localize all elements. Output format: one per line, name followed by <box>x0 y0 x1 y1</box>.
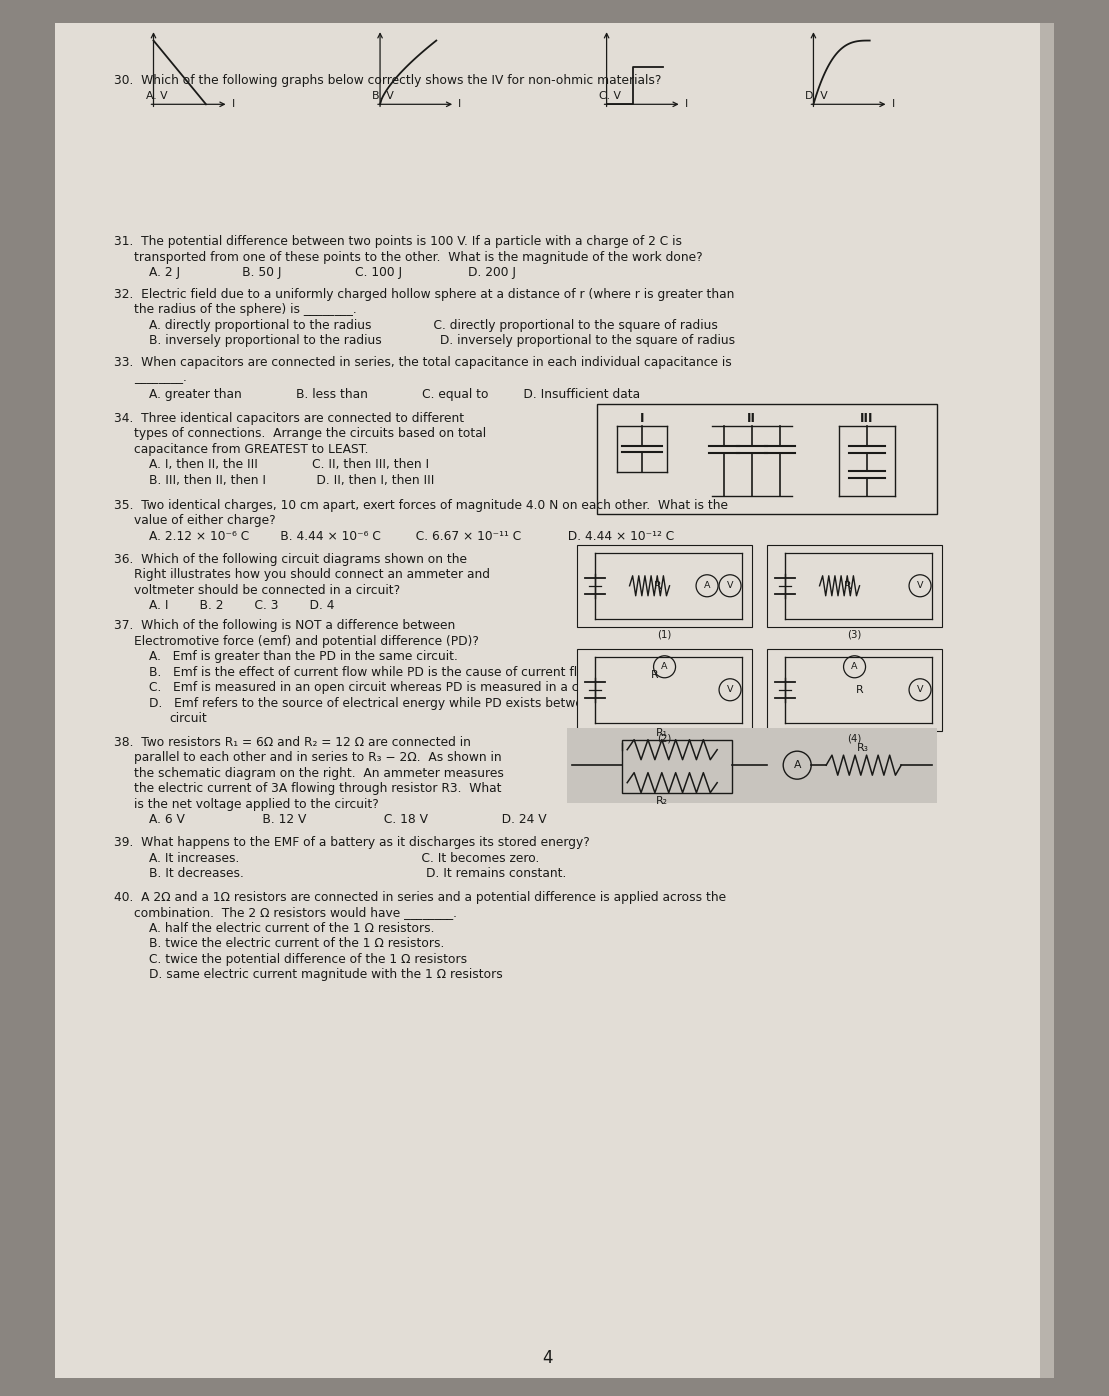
Text: B. inversely proportional to the radius               D. inversely proportional : B. inversely proportional to the radius … <box>149 334 735 348</box>
Text: R: R <box>653 581 661 591</box>
Text: the radius of the sphere) is ________.: the radius of the sphere) is ________. <box>134 303 357 317</box>
Text: transported from one of these points to the other.  What is the magnitude of the: transported from one of these points to … <box>134 250 703 264</box>
Text: V: V <box>726 685 733 694</box>
Bar <box>0 0 55 1396</box>
Text: R₂: R₂ <box>657 796 669 805</box>
Text: 34.  Three identical capacitors are connected to different: 34. Three identical capacitors are conne… <box>114 412 465 424</box>
Text: R: R <box>856 685 864 695</box>
Text: I: I <box>892 99 895 109</box>
Text: circuit: circuit <box>169 712 207 726</box>
Text: combination.  The 2 Ω resistors would have ________.: combination. The 2 Ω resistors would hav… <box>134 906 457 919</box>
Text: A. 6 V                    B. 12 V                    C. 18 V                   D: A. 6 V B. 12 V C. 18 V D <box>149 814 547 826</box>
Text: A.   Emf is greater than the PD in the same circuit.: A. Emf is greater than the PD in the sam… <box>149 651 458 663</box>
Text: A. I, then II, the III              C. II, then III, then I: A. I, then II, the III C. II, then III, … <box>149 458 429 472</box>
Text: R₃: R₃ <box>857 743 869 754</box>
Text: D.   Emf refers to the source of electrical energy while PD exists between any p: D. Emf refers to the source of electrica… <box>149 697 705 711</box>
Text: R₁: R₁ <box>657 727 668 737</box>
Text: V: V <box>917 685 924 694</box>
Text: C. V: C. V <box>599 91 621 102</box>
Text: Electromotive force (emf) and potential difference (PD)?: Electromotive force (emf) and potential … <box>134 635 479 648</box>
Text: A. 2.12 × 10⁻⁶ C        B. 4.44 × 10⁻⁶ C         C. 6.67 × 10⁻¹¹ C            D.: A. 2.12 × 10⁻⁶ C B. 4.44 × 10⁻⁶ C C. 6.6… <box>149 529 674 543</box>
Text: 35.  Two identical charges, 10 cm apart, exert forces of magnitude 4.0 N on each: 35. Two identical charges, 10 cm apart, … <box>114 498 729 511</box>
Text: Right illustrates how you should connect an ammeter and: Right illustrates how you should connect… <box>134 568 490 581</box>
Text: D. V: D. V <box>805 91 828 102</box>
Text: 30.  Which of the following graphs below correctly shows the IV for non-ohmic ma: 30. Which of the following graphs below … <box>114 74 661 88</box>
Text: D. same electric current magnitude with the 1 Ω resistors: D. same electric current magnitude with … <box>149 969 502 981</box>
Text: the schematic diagram on the right.  An ammeter measures: the schematic diagram on the right. An a… <box>134 766 503 780</box>
Text: B. V: B. V <box>372 91 394 102</box>
Text: A. 2 J                B. 50 J                   C. 100 J                 D. 200 : A. 2 J B. 50 J C. 100 J D. 200 <box>149 267 516 279</box>
Text: R: R <box>651 670 659 680</box>
Text: 32.  Electric field due to a uniformly charged hollow sphere at a distance of r : 32. Electric field due to a uniformly ch… <box>114 288 734 300</box>
Text: (2): (2) <box>658 734 672 744</box>
Text: A: A <box>793 761 801 771</box>
Text: 38.  Two resistors R₁ = 6Ω and R₂ = 12 Ω are connected in: 38. Two resistors R₁ = 6Ω and R₂ = 12 Ω … <box>114 736 471 748</box>
Text: 37.  Which of the following is NOT a difference between: 37. Which of the following is NOT a diff… <box>114 620 456 632</box>
Bar <box>767 544 942 627</box>
Text: I: I <box>684 99 688 109</box>
Bar <box>577 649 752 730</box>
Text: B. twice the electric current of the 1 Ω resistors.: B. twice the electric current of the 1 Ω… <box>149 937 445 951</box>
Text: A. It increases.                                               C. It becomes zer: A. It increases. C. It becomes zer <box>149 852 539 866</box>
Bar <box>622 740 732 793</box>
Text: I: I <box>458 99 461 109</box>
Text: 40.  A 2Ω and a 1Ω resistors are connected in series and a potential difference : 40. A 2Ω and a 1Ω resistors are connecte… <box>114 891 726 903</box>
Text: is the net voltage applied to the circuit?: is the net voltage applied to the circui… <box>134 797 379 811</box>
Text: the electric current of 3A flowing through resistor R3.  What: the electric current of 3A flowing throu… <box>134 782 501 796</box>
Text: voltmeter should be connected in a circuit?: voltmeter should be connected in a circu… <box>134 584 400 596</box>
Text: I: I <box>232 99 235 109</box>
Text: A. I        B. 2        C. 3        D. 4: A. I B. 2 C. 3 D. 4 <box>149 599 335 613</box>
Text: C.   Emf is measured in an open circuit whereas PD is measured in a closed circu: C. Emf is measured in an open circuit wh… <box>149 681 657 694</box>
Text: capacitance from GREATEST to LEAST.: capacitance from GREATEST to LEAST. <box>134 443 368 455</box>
Text: A: A <box>661 662 668 671</box>
Text: types of connections.  Arrange the circuits based on total: types of connections. Arrange the circui… <box>134 427 486 440</box>
Bar <box>0 1378 1109 1396</box>
Text: 4: 4 <box>542 1349 552 1367</box>
Text: (1): (1) <box>658 630 672 639</box>
Text: III: III <box>859 412 874 424</box>
Text: (3): (3) <box>847 630 862 639</box>
Text: B. III, then II, then I             D. II, then I, then III: B. III, then II, then I D. II, then I, t… <box>149 473 435 487</box>
Bar <box>55 22 1040 1378</box>
Text: B. It decreases.                                               D. It remains con: B. It decreases. D. It remains con <box>149 867 567 881</box>
Text: I: I <box>640 412 644 424</box>
Text: V: V <box>726 581 733 591</box>
Text: B.   Emf is the effect of current flow while PD is the cause of current flow.: B. Emf is the effect of current flow whi… <box>149 666 598 678</box>
Bar <box>767 649 942 730</box>
Text: V: V <box>917 581 924 591</box>
Text: 31.  The potential difference between two points is 100 V. If a particle with a : 31. The potential difference between two… <box>114 235 682 248</box>
Text: II: II <box>747 412 756 424</box>
Bar <box>0 0 1109 22</box>
Text: ________.: ________. <box>134 371 187 384</box>
Text: parallel to each other and in series to R₃ − 2Ω.  As shown in: parallel to each other and in series to … <box>134 751 501 764</box>
Text: value of either charge?: value of either charge? <box>134 514 276 528</box>
Text: R: R <box>844 581 852 591</box>
Bar <box>597 403 937 514</box>
Text: C. twice the potential difference of the 1 Ω resistors: C. twice the potential difference of the… <box>149 952 467 966</box>
Text: A. greater than              B. less than              C. equal to         D. In: A. greater than B. less than C. equal to… <box>149 388 640 402</box>
Text: A: A <box>704 581 710 591</box>
Bar <box>577 544 752 627</box>
Bar <box>1054 0 1109 1396</box>
Text: A. directly proportional to the radius                C. directly proportional t: A. directly proportional to the radius C… <box>149 318 718 332</box>
Bar <box>567 727 937 803</box>
Text: 33.  When capacitors are connected in series, the total capacitance in each indi: 33. When capacitors are connected in ser… <box>114 356 732 369</box>
Text: A: A <box>852 662 857 671</box>
Text: 36.  Which of the following circuit diagrams shown on the: 36. Which of the following circuit diagr… <box>114 553 467 565</box>
Text: A. V: A. V <box>145 91 167 102</box>
Text: (4): (4) <box>847 734 862 744</box>
Text: A. half the electric current of the 1 Ω resistors.: A. half the electric current of the 1 Ω … <box>149 921 435 935</box>
Text: 39.  What happens to the EMF of a battery as it discharges its stored energy?: 39. What happens to the EMF of a battery… <box>114 836 590 849</box>
